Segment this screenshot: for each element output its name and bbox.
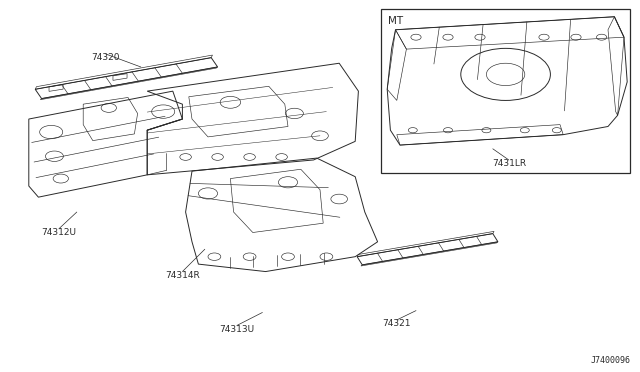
- Text: 74313U: 74313U: [220, 325, 254, 334]
- Text: 74314R: 74314R: [165, 271, 200, 280]
- Text: 74320: 74320: [92, 53, 120, 62]
- Text: MT: MT: [388, 16, 404, 26]
- Text: J7400096: J7400096: [590, 356, 630, 365]
- Text: 74321: 74321: [383, 319, 411, 328]
- Text: 7431LR: 7431LR: [492, 159, 526, 168]
- Bar: [381, 9, 630, 173]
- Text: 74312U: 74312U: [42, 228, 76, 237]
